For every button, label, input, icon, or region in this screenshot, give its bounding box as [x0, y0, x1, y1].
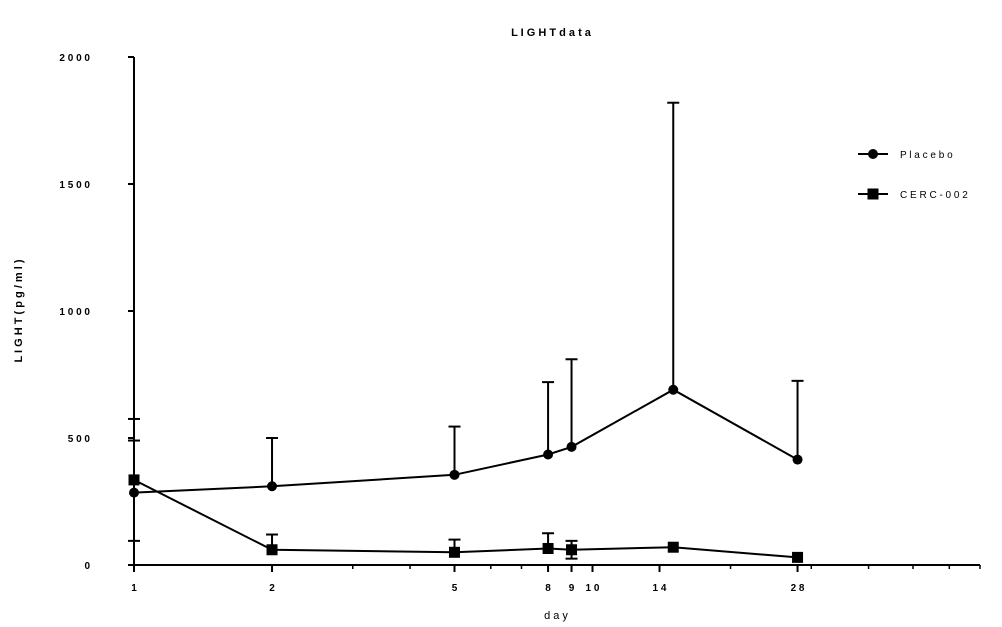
data-point: [448, 546, 460, 558]
data-point: [128, 474, 140, 486]
x-axis-label: d a y: [544, 610, 568, 622]
chart-title: L I G H T d a t a: [511, 27, 592, 39]
y-tick-label: 1 5 0 0: [59, 180, 90, 191]
x-tick-label: 8: [545, 583, 551, 594]
axes: 0 5 0 0 1 0 0 0 1 5 0 0 2 0 0 0 1 2 5 8 9 1 0 1 4 2 …: [59, 53, 981, 594]
data-point: [267, 481, 278, 492]
data-point: [792, 454, 803, 465]
y-tick-label: 0: [84, 561, 90, 572]
legend-label: C E R C - 0 0 2: [900, 190, 968, 201]
x-tick-label: 9: [569, 583, 575, 594]
series-lines: [133, 388, 798, 559]
x-tick-label: 2: [269, 583, 275, 594]
data-point: [566, 441, 577, 452]
y-tick-label: 1 0 0 0: [59, 307, 90, 318]
x-tick-label: 1: [131, 583, 137, 594]
legend: P l a c e b o C E R C - 0 0 2: [858, 149, 968, 201]
data-point: [543, 449, 554, 460]
data-point: [566, 544, 578, 556]
data-point: [266, 544, 278, 556]
legend-marker: [867, 188, 879, 200]
data-point: [792, 551, 804, 563]
data-point: [667, 541, 679, 553]
legend-marker: [868, 149, 878, 159]
x-tick-label: 1 0: [586, 583, 600, 594]
series-markers: [128, 384, 804, 563]
y-tick-label: 5 0 0: [68, 434, 91, 445]
data-point: [129, 487, 139, 498]
y-tick-label: 2 0 0 0: [59, 53, 90, 64]
series-line: [133, 388, 798, 494]
data-point: [542, 542, 554, 554]
x-tick-label: 2 8: [791, 583, 805, 594]
x-tick-label: 1 4: [653, 583, 667, 594]
data-point: [668, 384, 679, 395]
y-axis-label: L I G H T ( p g / m l ): [13, 259, 25, 362]
legend-label: P l a c e b o: [900, 150, 953, 161]
data-point: [449, 469, 460, 480]
series-line: [133, 479, 798, 559]
error-bars: [128, 101, 804, 560]
x-tick-label: 5: [452, 583, 458, 594]
